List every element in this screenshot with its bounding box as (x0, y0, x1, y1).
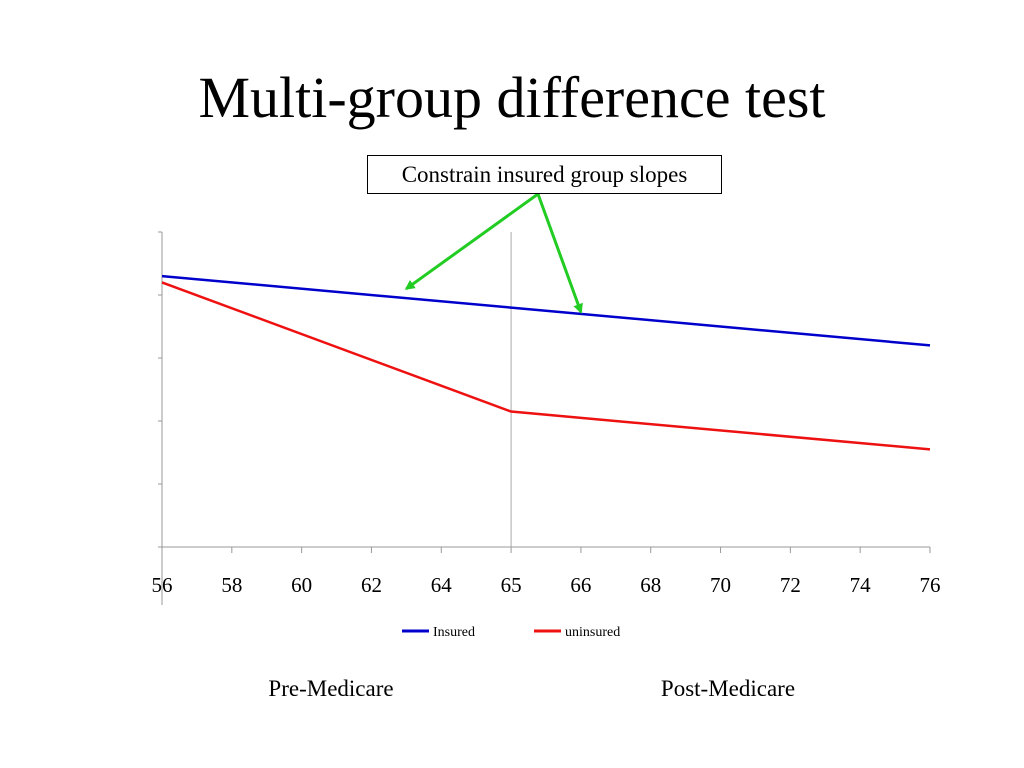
legend-label-insured: Insured (433, 625, 475, 640)
x-tick-label: 76 (920, 573, 941, 597)
x-tick-label: 62 (361, 573, 382, 597)
series-line-insured (161, 274, 931, 347)
x-tick-label: 60 (291, 573, 312, 597)
series-line-uninsured (161, 281, 931, 451)
pre-medicare-label: Pre-Medicare (268, 676, 394, 701)
x-tick-label: 66 (570, 573, 591, 597)
x-tick-label: 64 (431, 573, 453, 597)
x-tick-label: 68 (640, 573, 661, 597)
x-tick-label: 56 (152, 573, 173, 597)
legend-label-uninsured: uninsured (565, 625, 620, 640)
post-medicare-label: Post-Medicare (660, 676, 796, 701)
callout-box: Constrain insured group slopes (367, 155, 722, 194)
annotation-arrow (404, 192, 539, 290)
slide-title: Multi-group difference test (198, 65, 826, 130)
annotation-arrow (536, 193, 583, 314)
x-tick-label: 58 (221, 573, 242, 597)
x-tick-label: 65 (501, 573, 522, 597)
x-tick-label: 74 (850, 573, 872, 597)
x-tick-label: 72 (780, 573, 801, 597)
x-tick-label: 70 (710, 573, 731, 597)
